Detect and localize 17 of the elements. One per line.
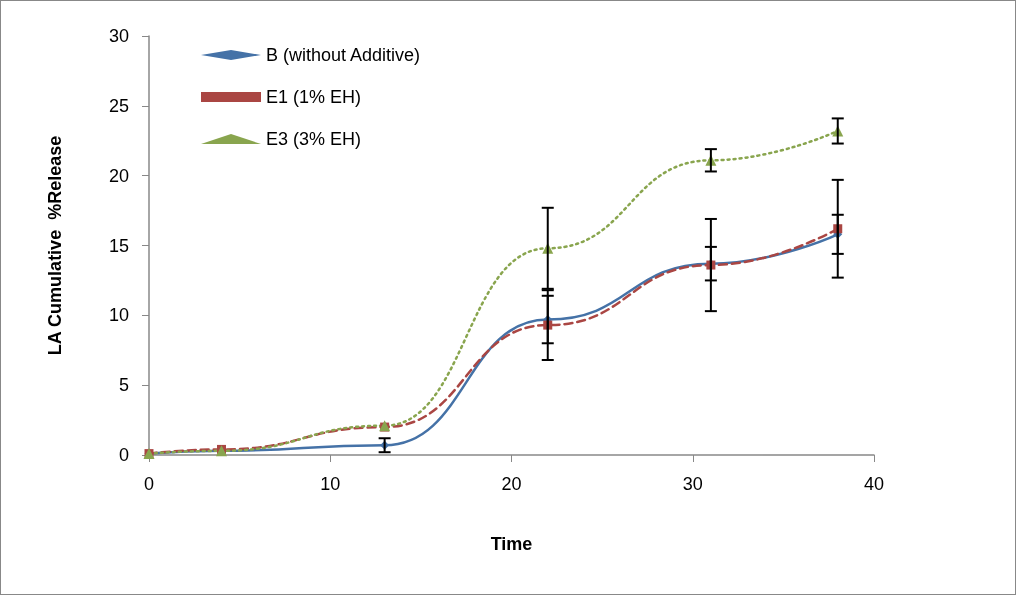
legend-label: E1 (1% EH) bbox=[266, 87, 362, 107]
y-tick-label: 30 bbox=[108, 26, 129, 46]
y-tick-label: 0 bbox=[118, 445, 129, 465]
y-axis-title: LA Cumulative %Release bbox=[45, 135, 65, 356]
y-tick-label: 5 bbox=[118, 375, 129, 396]
y-tick-label: 10 bbox=[108, 305, 129, 326]
x-axis-title: Time bbox=[490, 534, 533, 554]
y-tick-label: 15 bbox=[108, 235, 129, 256]
legend-label: E3 (3% EH) bbox=[266, 129, 362, 149]
y-tick-label: 25 bbox=[108, 95, 129, 116]
x-tick-label: 20 bbox=[501, 474, 522, 494]
x-tick-label: 30 bbox=[682, 474, 703, 494]
legend-label: B (without Additive) bbox=[266, 45, 421, 65]
y-tick-label: 20 bbox=[108, 165, 129, 186]
x-tick-label: 0 bbox=[143, 474, 155, 494]
x-tick-label: 10 bbox=[320, 474, 341, 494]
x-tick-label: 40 bbox=[863, 474, 885, 494]
